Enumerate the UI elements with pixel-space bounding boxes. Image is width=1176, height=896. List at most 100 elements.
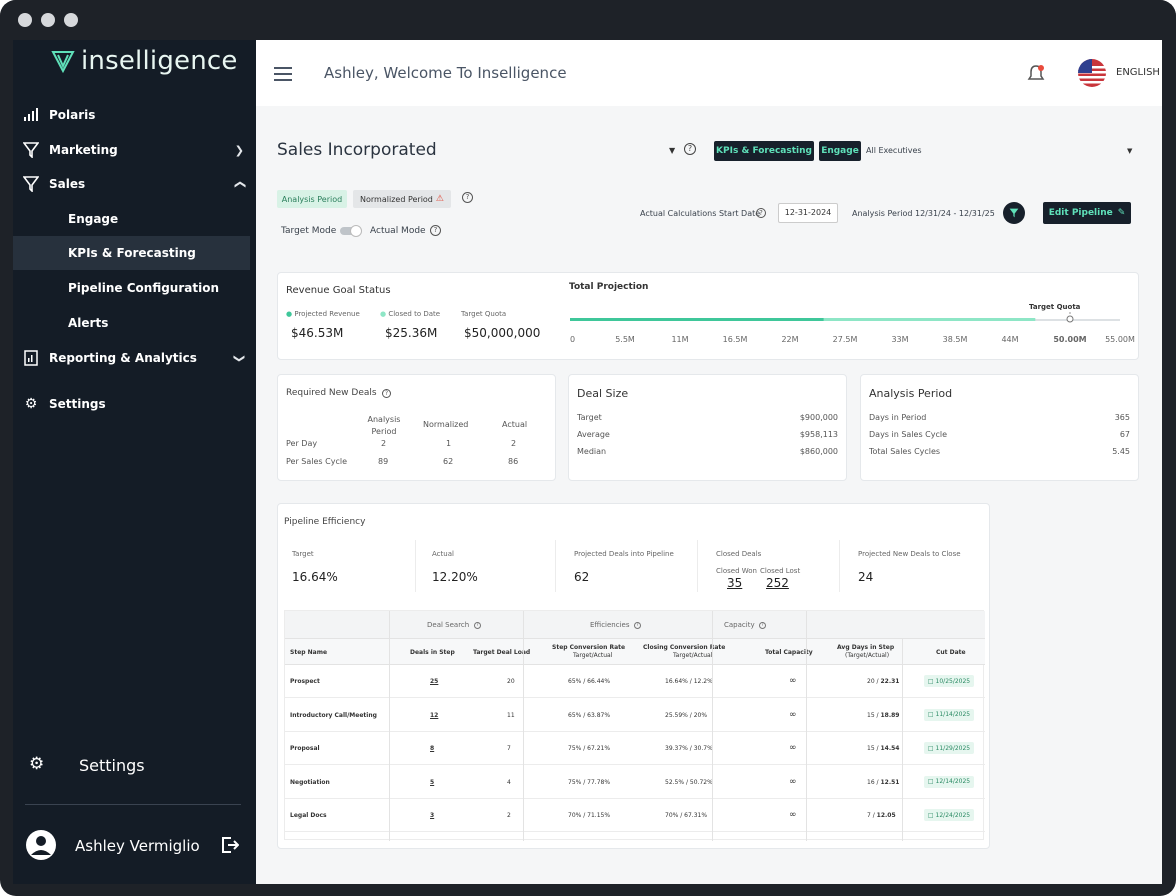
sidebar-item-marketing[interactable]: Marketing ❯ (13, 133, 256, 167)
col-normalized: Normalized (423, 420, 469, 429)
sidebar-item-settings[interactable]: ⚙ Settings (13, 387, 256, 421)
calendar-icon: □ (927, 811, 934, 819)
engage-button[interactable]: Engage (819, 141, 861, 161)
sidebar-item-polaris[interactable]: Polaris (13, 98, 256, 132)
avatar-icon[interactable] (25, 829, 57, 861)
target-quota-value: $50,000,000 (464, 326, 541, 340)
closed-to-date-label-text: Closed to Date (388, 310, 441, 318)
new-deals-metric: Projected New Deals to Close 24 (850, 540, 982, 592)
normalized-period-chip[interactable]: Normalized Period ⚠ (353, 190, 451, 208)
closed-won-link[interactable]: 35 (727, 576, 743, 590)
closed-bar (570, 318, 824, 321)
target-marker (1066, 315, 1074, 323)
sidebar-subitem-alerts[interactable]: Alerts (13, 306, 250, 340)
sidebar-item-reporting-analytics[interactable]: Reporting & Analytics ❯ (13, 341, 256, 375)
projected-deals-label: Projected Deals into Pipeline (574, 550, 674, 558)
col-closing-conversion: Closing Conversion Rate (643, 644, 726, 651)
step-name: Prospect (290, 678, 320, 685)
projection-tick-label: 16.5M (723, 335, 748, 344)
help-icon[interactable]: ? (759, 622, 766, 629)
table-column-header: Step Name Deals in Step Target Deal Load… (285, 639, 985, 665)
cut-date-value: 11/29/2025 (935, 744, 971, 752)
analysis-period-range: Analysis Period 12/31/24 - 12/31/25 (852, 209, 995, 218)
table-row: Negotiation 5 4 75% / 77.78% 52.5% / 50.72% ∞… (285, 766, 985, 799)
close-window-button[interactable] (18, 13, 32, 27)
help-icon[interactable]: ? (382, 389, 391, 398)
kpis-forecasting-button[interactable]: KPIs & Forecasting (714, 141, 814, 161)
executives-dropdown-caret-icon[interactable]: ▼ (1127, 147, 1133, 155)
help-icon[interactable]: ? (684, 143, 696, 155)
filter-icon (22, 141, 40, 159)
sidebar-item-label: Pipeline Configuration (68, 281, 219, 295)
bottom-settings-button[interactable]: ⚙ Settings (13, 748, 256, 782)
group-efficiencies: Efficiencies (590, 621, 630, 629)
sidebar-item-label: Polaris (49, 108, 96, 122)
projection-tick-label: 38.5M (943, 335, 968, 344)
language-selector[interactable]: ENGLISH (1116, 67, 1160, 78)
sidebar-subitem-engage[interactable]: Engage (13, 202, 250, 236)
sidebar-item-label: KPIs & Forecasting (68, 246, 196, 260)
target-metric-value: 16.64% (292, 570, 338, 584)
closing-conversion-rate: 52.5% / 50.72% (665, 778, 713, 786)
sidebar-item-label: Marketing (49, 143, 118, 157)
col-total-capacity: Total Capacity (765, 649, 813, 656)
calc-start-date-input[interactable]: 12-31-2024 (778, 203, 838, 223)
target-metric-label: Target (292, 550, 314, 558)
deals-in-step-link[interactable]: 8 (430, 745, 435, 752)
sidebar-item-sales[interactable]: Sales ❯ (13, 167, 256, 201)
company-dropdown-caret-icon[interactable]: ▼ (669, 146, 676, 155)
projection-tick-label: 5.5M (615, 335, 635, 344)
deal-median-label: Median (577, 447, 607, 456)
total-sales-cycles-label: Total Sales Cycles (869, 447, 941, 456)
cut-date-chip: □ 10/25/2025 (924, 675, 974, 687)
notification-bell-icon[interactable] (1027, 64, 1045, 84)
engage-label: Engage (821, 146, 859, 156)
pipeline-steps-table: Deal Search ? Efficiencies ? Capacity ? … (284, 610, 985, 841)
avg-days-actual: 14.54 (880, 745, 900, 752)
per-day-actual: 2 (511, 439, 517, 448)
top-bar: Ashley, Welcome To Inselligence ENGLISH (256, 40, 1162, 106)
sidebar-subitem-pipeline-configuration[interactable]: Pipeline Configuration (13, 271, 250, 305)
col-step-target-actual: Target/Actual (573, 652, 613, 659)
brand-logo[interactable]: inselligence (51, 46, 238, 76)
target-metric: Target 16.64% (284, 540, 416, 592)
kpis-forecasting-label: KPIs & Forecasting (716, 146, 812, 156)
help-icon[interactable]: ? (462, 192, 473, 203)
normalized-period-chip-label: Normalized Period (360, 194, 433, 204)
deals-in-step-link[interactable]: 5 (430, 778, 435, 786)
target-deal-load: 11 (507, 711, 515, 719)
deals-in-step-link[interactable]: 25 (430, 678, 439, 685)
help-icon[interactable]: ? (634, 622, 641, 629)
total-projection-title: Total Projection (569, 282, 649, 292)
deals-in-step-link[interactable]: 3 (430, 812, 435, 819)
col-avg-days: Avg Days in Step (837, 644, 895, 651)
deals-in-step-link[interactable]: 12 (430, 711, 439, 719)
help-icon[interactable]: ? (474, 622, 481, 629)
help-icon[interactable]: ? (756, 208, 766, 218)
closed-deals-label: Closed Deals (716, 550, 762, 558)
maximize-window-button[interactable] (64, 13, 78, 27)
cut-date-value: 11/14/2025 (935, 711, 971, 718)
calendar-icon: □ (927, 778, 934, 785)
closing-conversion-rate: 16.64% / 12.2% (665, 678, 713, 685)
minimize-window-button[interactable] (41, 13, 55, 27)
hamburger-menu-icon[interactable] (274, 67, 292, 81)
avg-days-in-step: 15 / 14.54 (867, 745, 899, 752)
help-icon[interactable]: ? (430, 225, 441, 236)
executives-select[interactable]: All Executives (866, 146, 922, 155)
logout-icon[interactable] (221, 836, 239, 854)
target-deal-load: 20 (507, 678, 515, 685)
analysis-period-chip[interactable]: Analysis Period (277, 190, 347, 208)
us-flag-icon[interactable] (1077, 58, 1107, 88)
per-cycle-normalized: 62 (443, 457, 454, 466)
actual-metric: Actual 12.20% (424, 540, 556, 592)
closed-lost-link[interactable]: 252 (766, 576, 789, 590)
main-area: Ashley, Welcome To Inselligence ENGLISH … (256, 40, 1162, 884)
sidebar-subitem-kpis-forecasting[interactable]: KPIs & Forecasting (13, 236, 250, 270)
target-deal-load: 4 (507, 778, 511, 786)
signal-icon (22, 106, 40, 124)
mode-toggle[interactable] (340, 225, 362, 237)
filter-button[interactable] (1003, 202, 1025, 224)
projected-revenue-label-text: Projected Revenue (294, 310, 360, 318)
edit-pipeline-button[interactable]: Edit Pipeline ✎ (1043, 202, 1131, 224)
